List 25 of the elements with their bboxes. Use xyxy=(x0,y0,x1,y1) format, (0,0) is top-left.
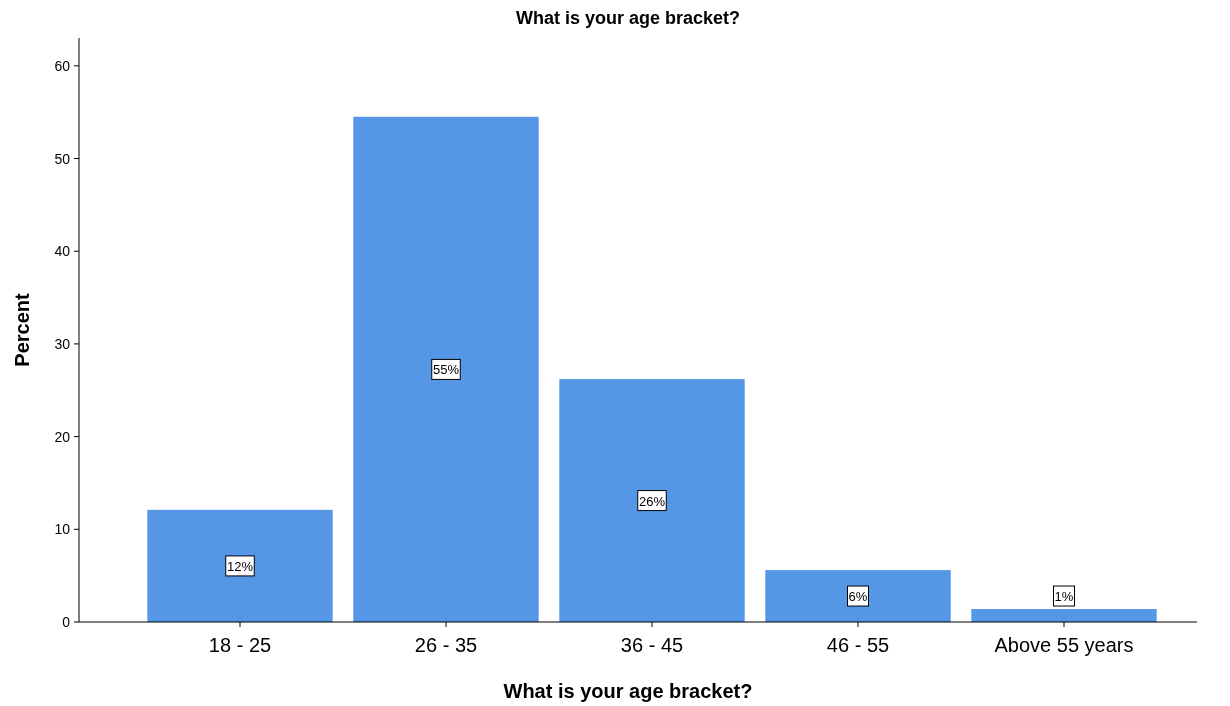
x-axis-title: What is your age bracket? xyxy=(503,680,753,702)
bar xyxy=(559,379,745,622)
data-label: 26% xyxy=(638,493,666,509)
data-label: 1% xyxy=(1054,589,1074,605)
x-tick-label: 36 - 45 xyxy=(620,634,684,656)
bar xyxy=(353,116,539,622)
x-tick-label: 46 - 55 xyxy=(826,634,890,656)
chart-title: What is your age bracket? xyxy=(515,8,741,28)
y-tick-label: 50 xyxy=(54,150,71,167)
y-tick-label: 40 xyxy=(54,243,71,260)
y-tick-label: 20 xyxy=(54,428,71,445)
y-tick-label: 0 xyxy=(62,614,71,630)
y-tick-label: 60 xyxy=(54,57,71,74)
x-tick-label: 26 - 35 xyxy=(414,634,478,656)
y-axis-title: Percent xyxy=(11,292,33,367)
y-tick-label: 30 xyxy=(54,335,71,352)
bar xyxy=(147,509,333,622)
data-label: 12% xyxy=(226,558,254,574)
y-tick-label: 10 xyxy=(54,521,71,538)
x-tick-label: Above 55 years xyxy=(994,634,1134,656)
data-label: 55% xyxy=(432,362,460,378)
x-tick-label: 18 - 25 xyxy=(208,634,272,656)
data-label: 6% xyxy=(848,589,868,605)
bar xyxy=(971,609,1157,622)
bar xyxy=(765,570,951,622)
